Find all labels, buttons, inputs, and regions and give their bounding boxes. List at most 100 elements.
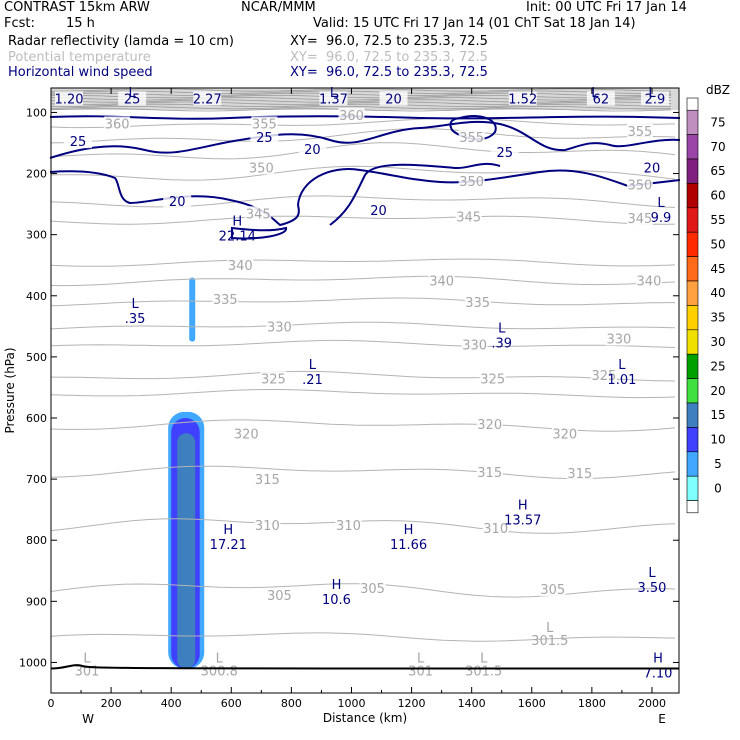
theta-label-bg [476, 417, 503, 432]
theta-label: 310 [336, 519, 361, 534]
theta-label-bg [479, 371, 506, 386]
extremum-value: 7.10 [643, 666, 672, 681]
wind-contour-25-upper [49, 115, 681, 120]
forecast-label: Fcst: [4, 16, 35, 31]
theta-label: 325 [591, 369, 616, 384]
theta-contour-line [50, 632, 676, 642]
theta-label: 355 [628, 125, 653, 140]
wind-label: 20 [370, 204, 387, 219]
surface-marker: L [480, 651, 488, 666]
theta-label-bg [539, 582, 566, 597]
theta-label: 320 [234, 427, 259, 442]
axes: 0 200 400 600 800 1000 1200 1400 1600 1800 2000 100… [3, 88, 679, 726]
surface-marker: L [216, 651, 224, 666]
theta-contour-line [50, 117, 676, 129]
x-tick-label: 0 [48, 697, 55, 710]
upper-band-line [50, 95, 672, 99]
theta-label-bg [227, 258, 254, 273]
upper-band-line [51, 88, 672, 92]
wind-label: 25 [496, 146, 513, 161]
theta-label: 330 [606, 333, 631, 348]
wind-label: 25 [70, 135, 87, 150]
wind-label-bg [586, 91, 615, 106]
ground-line [50, 664, 680, 670]
x-tick-label: 800 [281, 697, 302, 710]
extremum-marker: L [591, 86, 599, 101]
colorbar-level-label: 60 [710, 189, 725, 203]
colorbar-level-label: 5 [714, 457, 722, 471]
theta-contour-line [50, 275, 676, 287]
wind-label-bg [490, 145, 519, 160]
colorbar-level-label: 45 [710, 262, 725, 276]
surface-value: 301 [408, 664, 433, 679]
theta-label: 340 [228, 259, 253, 274]
extremum-marker: H [223, 523, 233, 538]
reflectivity-cell-3 [189, 277, 196, 342]
theta-contour-line [50, 258, 676, 267]
field-xy-wind: XY= 96.0, 72.5 to 235.3, 72.5 [290, 65, 488, 80]
theta-label: 340 [637, 275, 662, 290]
wind-label: 25 [124, 92, 141, 107]
forecast-hour: 15 h [66, 16, 95, 31]
x-tick-label: 200 [101, 697, 122, 710]
extremum-marker: L [498, 321, 506, 336]
field-name-wind: Horizontal wind speed [8, 65, 153, 80]
y-tick-label: 600 [26, 412, 47, 425]
extremum-value: 1.01 [607, 373, 636, 388]
upper-band-line [51, 103, 672, 108]
colorbar-level-label: 70 [710, 140, 725, 154]
extremum-value: .35 [125, 312, 146, 327]
theta-label: 360 [105, 117, 130, 132]
valid-time: Valid: 15 UTC Fri 17 Jan 14 (01 ChT Sat … [313, 16, 636, 31]
colorbar-swatch-50 [686, 231, 699, 257]
theta-contour-line [50, 419, 676, 432]
wind-label-bg [55, 91, 84, 106]
extremum-value: 9.9 [651, 211, 672, 226]
plot-frame [50, 87, 680, 694]
x-tick-label: 400 [161, 697, 182, 710]
colorbar-level-label: 55 [710, 213, 725, 227]
theta-label: 345 [456, 210, 481, 225]
x-tick-label: 2000 [638, 697, 666, 710]
wind-label-bg [508, 91, 537, 106]
extremum-value: 17.21 [210, 538, 247, 553]
theta-label: 335 [213, 293, 238, 308]
theta-label-bg [428, 273, 455, 288]
theta-label-bg [626, 177, 653, 192]
wind-label-bg [637, 160, 666, 175]
theta-label-bg [254, 517, 281, 532]
colorbar-swatch-30 [686, 329, 699, 355]
field-name-theta: Potential temperature [8, 50, 151, 65]
colorbar-level-label: 65 [710, 164, 725, 178]
extremum-value: .39 [491, 336, 512, 351]
colorbar-swatch-65 [686, 158, 699, 184]
y-tick-label: 900 [26, 595, 47, 608]
surface-marker: L [417, 651, 425, 666]
colorbar-level-label: 40 [710, 286, 725, 300]
theta-contour-line [50, 321, 676, 330]
theta-label: 340 [429, 275, 454, 290]
wind-label-bg [640, 91, 669, 106]
theta-label-bg [335, 517, 362, 532]
theta-label-bg [245, 206, 272, 221]
surface-value: 301.5 [465, 664, 502, 679]
theta-label-bg [590, 368, 617, 383]
x-tick-label: 1000 [337, 697, 365, 710]
extremum-marker: L [330, 86, 338, 101]
colorbar-cap-bottom [686, 500, 699, 514]
wind-label: 1.52 [508, 92, 537, 107]
theta-label: 330 [462, 339, 487, 354]
theta-label: 310 [255, 519, 280, 534]
extremum-value: 13.57 [504, 514, 541, 529]
theta-label-bg [260, 371, 287, 386]
theta-label-bg [104, 116, 131, 131]
wind-contour-25-mid [49, 120, 681, 159]
extremum-value: 11.66 [390, 538, 427, 553]
upper-band-line [50, 105, 672, 110]
colorbar-level-label: 75 [710, 115, 725, 129]
wind-label-bg [118, 91, 147, 106]
theta-label: 360 [339, 109, 364, 124]
surface-value: 300.8 [201, 664, 238, 679]
extremum-marker: H [653, 651, 663, 666]
